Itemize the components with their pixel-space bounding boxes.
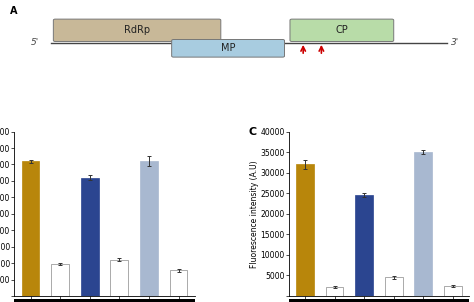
Text: CP: CP	[336, 25, 348, 35]
Bar	[444, 286, 462, 296]
Text: 5': 5'	[31, 38, 39, 47]
Text: MP: MP	[221, 43, 235, 53]
Bar	[140, 161, 158, 296]
Bar	[170, 270, 187, 296]
Bar	[81, 178, 99, 296]
Text: 3': 3'	[451, 38, 459, 47]
Bar	[356, 195, 373, 296]
FancyBboxPatch shape	[54, 19, 221, 41]
Bar	[110, 260, 128, 296]
Bar	[51, 264, 69, 296]
FancyBboxPatch shape	[172, 40, 284, 57]
Bar	[289, 299, 469, 302]
Bar	[414, 152, 432, 296]
FancyBboxPatch shape	[290, 19, 394, 41]
Bar	[296, 165, 314, 296]
Text: RdRp: RdRp	[124, 25, 150, 35]
Bar	[14, 299, 195, 302]
Bar	[22, 161, 39, 296]
Bar	[326, 287, 344, 296]
Bar	[385, 278, 402, 296]
Text: C: C	[249, 127, 257, 137]
Y-axis label: Fluorescence intensity (A.U): Fluorescence intensity (A.U)	[250, 160, 259, 268]
Text: A: A	[9, 5, 17, 16]
